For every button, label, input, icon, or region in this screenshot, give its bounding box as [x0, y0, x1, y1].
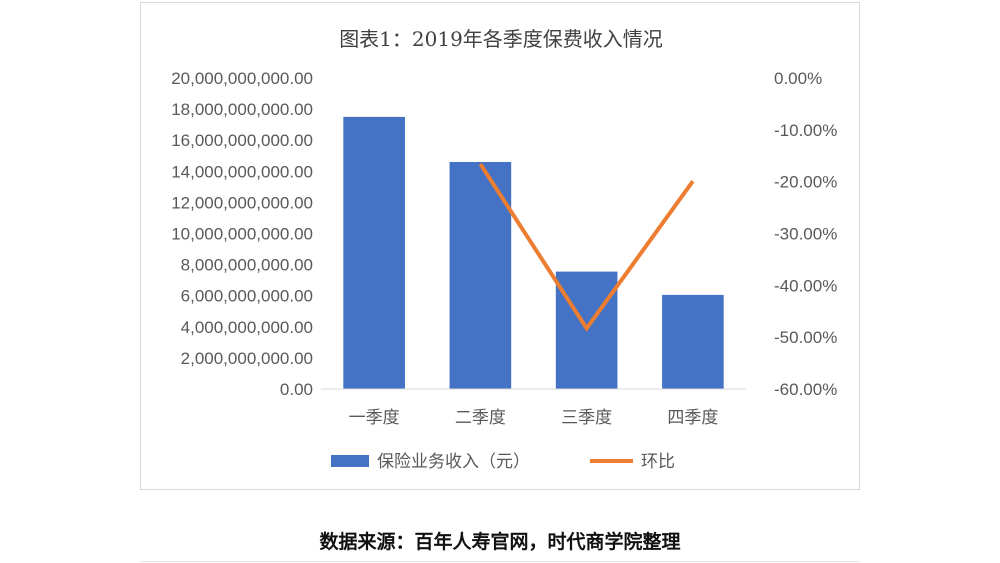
bottom-divider [140, 561, 860, 562]
y-left-tick-label: 4,000,000,000.00 [181, 318, 313, 337]
y-left-tick-label: 2,000,000,000.00 [181, 349, 313, 368]
x-tick-label: 二季度 [455, 408, 506, 428]
bar-q2 [449, 161, 512, 389]
y-left-tick-label: 16,000,000,000.00 [171, 131, 313, 150]
legend-label-bar: 保险业务收入（元） [377, 452, 530, 472]
y-left-tick-label: 10,000,000,000.00 [171, 225, 313, 244]
y-right-tick-label: -10.00% [774, 121, 837, 140]
legend-swatch-bar [331, 455, 369, 467]
y-right-tick-label: -20.00% [774, 173, 837, 192]
x-tick-label: 一季度 [349, 408, 400, 428]
y-right-tick-label: 0.00% [774, 69, 822, 88]
legend-label-line: 环比 [641, 452, 675, 472]
bar-q4 [662, 294, 724, 389]
y-right-tick-label: -30.00% [774, 225, 837, 244]
chart-title: 图表1：2019年各季度保费收入情况 [339, 27, 663, 51]
y-left-tick-label: 18,000,000,000.00 [171, 100, 313, 119]
y-left-tick-label: 12,000,000,000.00 [171, 193, 313, 212]
y-left-tick-label: 14,000,000,000.00 [171, 162, 313, 181]
y-left-tick-label: 20,000,000,000.00 [171, 69, 313, 88]
chart-frame: 图表1：2019年各季度保费收入情况 20,000,000,000.00 18,00… [140, 2, 860, 490]
y-left-tick-label: 6,000,000,000.00 [181, 287, 313, 306]
x-tick-label: 四季度 [667, 408, 718, 428]
y-left-tick-label: 8,000,000,000.00 [181, 256, 313, 275]
bar-q1 [343, 116, 405, 389]
y-right-tick-label: -40.00% [774, 276, 837, 295]
chart-svg: 图表1：2019年各季度保费收入情况 20,000,000,000.00 18,00… [171, 27, 837, 472]
x-tick-label: 三季度 [561, 408, 612, 428]
source-note: 数据来源：百年人寿官网，时代商学院整理 [319, 531, 681, 553]
y-right-tick-label: -60.00% [774, 380, 837, 399]
y-left-tick-label: 0.00 [280, 380, 313, 399]
y-right-tick-label: -50.00% [774, 328, 837, 347]
